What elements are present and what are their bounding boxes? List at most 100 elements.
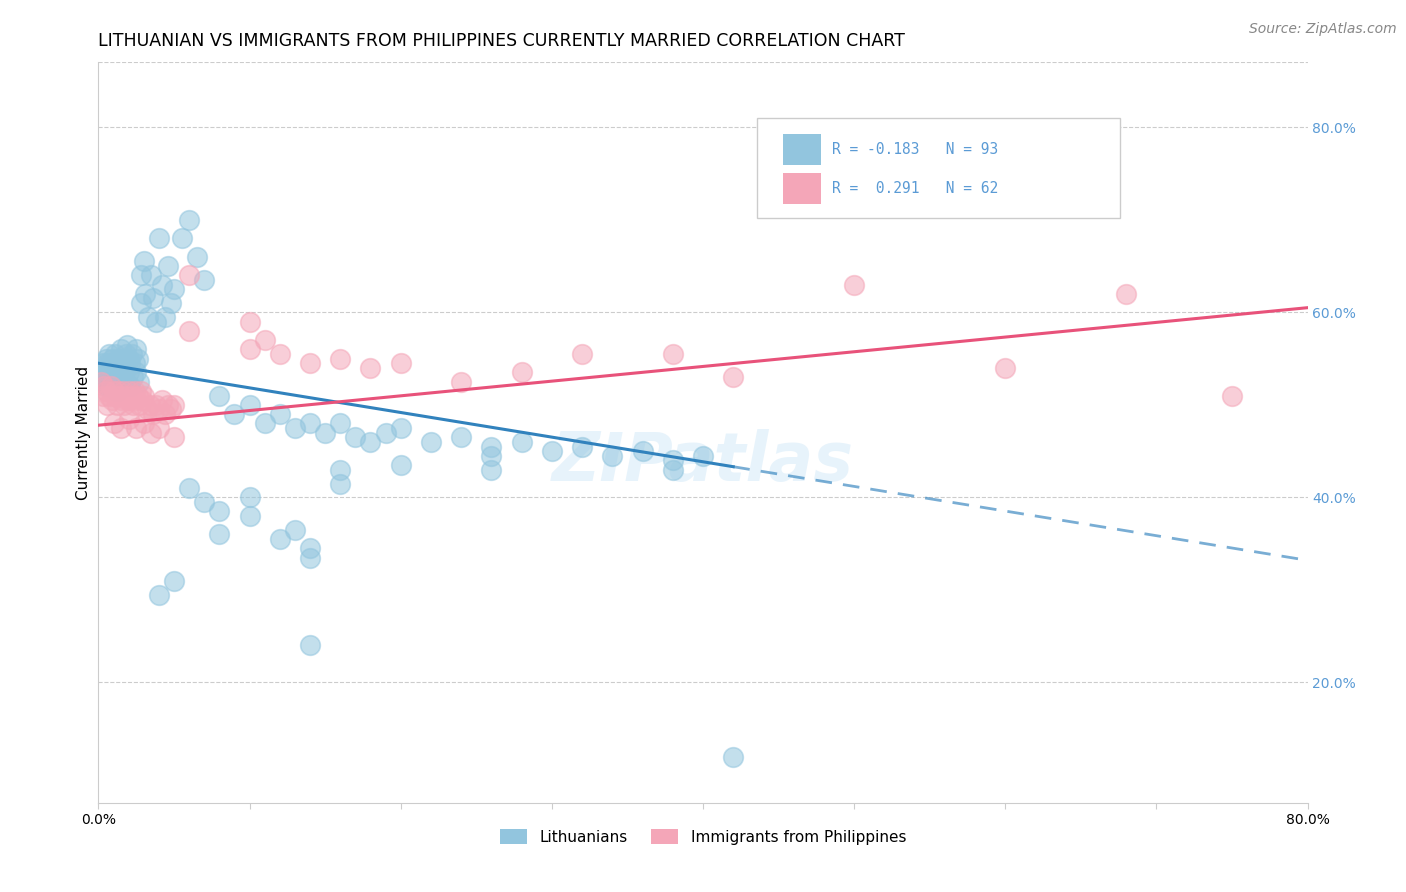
Point [110, 343, 132, 357]
Point [156, 398, 179, 412]
Point [122, 370, 145, 384]
Point [98, 347, 121, 361]
Point [104, 389, 127, 403]
Point [150, 277, 173, 292]
Point [127, 351, 149, 366]
Point [299, 639, 322, 653]
Point [661, 462, 683, 476]
Point [269, 532, 291, 546]
Point [121, 389, 143, 403]
Point [481, 462, 503, 476]
Point [153, 407, 176, 421]
Point [208, 527, 231, 541]
Point [111, 351, 134, 366]
Point [179, 212, 201, 227]
Point [148, 231, 170, 245]
Point [103, 417, 125, 431]
Point [124, 356, 146, 370]
Point [661, 347, 683, 361]
Point [153, 310, 176, 324]
Point [108, 379, 131, 393]
Point [90, 375, 112, 389]
Point [389, 421, 412, 435]
Point [148, 402, 170, 417]
Point [179, 324, 201, 338]
Point [329, 351, 352, 366]
Point [136, 310, 159, 324]
Point [100, 379, 122, 393]
Point [125, 421, 148, 435]
Point [112, 398, 135, 412]
Point [224, 407, 246, 421]
Point [125, 366, 148, 380]
Text: LITHUANIAN VS IMMIGRANTS FROM PHILIPPINES CURRENTLY MARRIED CORRELATION CHART: LITHUANIAN VS IMMIGRANTS FROM PHILIPPINE… [98, 32, 905, 50]
Point [114, 389, 136, 403]
Point [132, 254, 155, 268]
Point [269, 407, 291, 421]
Point [160, 402, 183, 417]
Point [110, 421, 132, 435]
Point [134, 286, 156, 301]
Point [179, 268, 201, 283]
Text: Source: ZipAtlas.com: Source: ZipAtlas.com [1249, 22, 1396, 37]
Point [131, 393, 153, 408]
Point [1220, 389, 1243, 403]
Legend: Lithuanians, Immigrants from Philippines: Lithuanians, Immigrants from Philippines [494, 822, 912, 851]
Point [115, 360, 138, 375]
Point [118, 384, 141, 398]
Point [284, 421, 307, 435]
Point [389, 356, 412, 370]
Point [186, 250, 208, 264]
FancyBboxPatch shape [783, 134, 821, 165]
Point [299, 550, 322, 565]
Point [450, 430, 472, 444]
Point [105, 384, 128, 398]
Point [127, 389, 149, 403]
Point [142, 407, 165, 421]
Point [239, 314, 262, 328]
Point [91, 356, 114, 370]
Point [145, 398, 167, 412]
Point [124, 384, 146, 398]
Point [723, 370, 745, 384]
Point [107, 384, 129, 398]
Point [129, 296, 152, 310]
Point [107, 366, 129, 380]
Point [94, 366, 117, 380]
Point [179, 481, 201, 495]
Point [510, 366, 533, 380]
Point [104, 370, 127, 384]
Point [135, 402, 157, 417]
Point [111, 384, 134, 398]
Point [481, 449, 503, 463]
Point [100, 360, 122, 375]
Point [93, 375, 115, 389]
Point [103, 379, 125, 393]
Point [142, 292, 165, 306]
Point [239, 491, 262, 505]
Point [148, 421, 170, 435]
Point [115, 337, 138, 351]
Point [122, 398, 145, 412]
Point [105, 398, 128, 412]
Point [299, 356, 322, 370]
Point [193, 273, 215, 287]
Point [510, 434, 533, 449]
Point [239, 508, 262, 523]
Point [360, 360, 382, 375]
Point [156, 259, 179, 273]
Point [420, 434, 443, 449]
Point [139, 398, 162, 412]
Point [163, 430, 186, 444]
Point [105, 360, 128, 375]
Point [141, 268, 163, 283]
Point [125, 393, 148, 408]
Point [110, 360, 132, 375]
Point [661, 453, 683, 467]
Point [96, 398, 118, 412]
Point [96, 379, 118, 393]
Point [284, 523, 307, 537]
Point [602, 449, 624, 463]
Text: R = -0.183   N = 93: R = -0.183 N = 93 [832, 142, 998, 157]
Point [98, 370, 121, 384]
